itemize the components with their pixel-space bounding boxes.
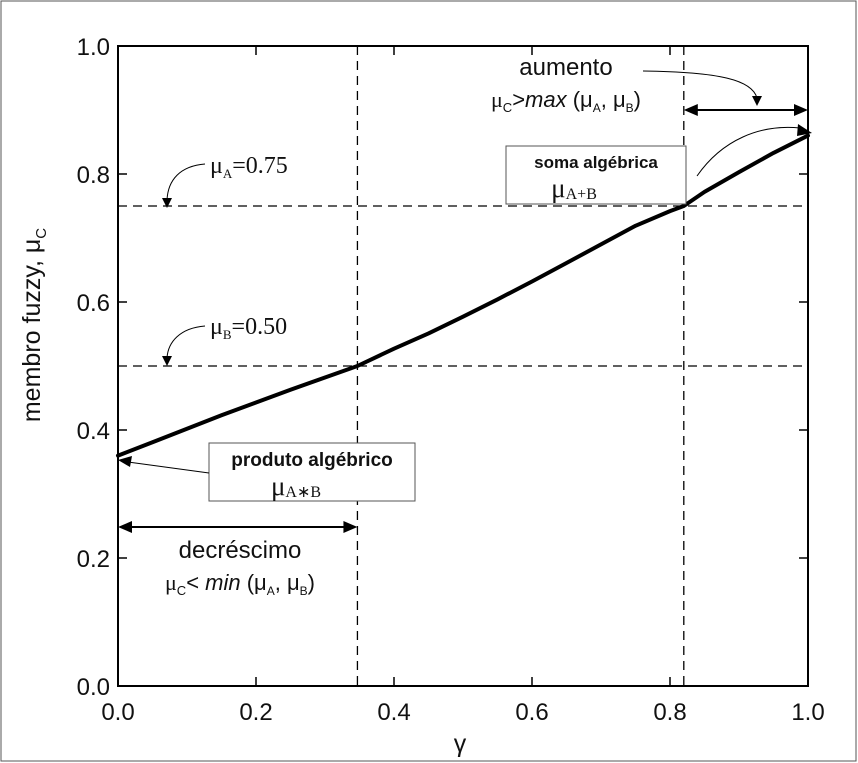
- y-axis-title-main: membro fuzzy, μ: [18, 239, 46, 422]
- annotation-soma-title: soma algébrica: [534, 153, 658, 172]
- arrowhead-aumento-icon: [752, 96, 762, 106]
- annotation-aumento-arrow: [642, 70, 758, 99]
- annotation-decrescimo-title: decréscimo: [179, 537, 302, 564]
- annotation-soma-box: [505, 145, 687, 205]
- x-tick-label: 0.2: [239, 699, 272, 726]
- x-tick-label: 0.6: [515, 699, 548, 726]
- series-line-0: [116, 133, 810, 458]
- annotation-produto-title: produto algébrico: [231, 450, 393, 471]
- y-tick-label: 1.0: [77, 34, 110, 61]
- series-layer: [116, 133, 810, 458]
- y-tick-label: 0.4: [77, 418, 110, 445]
- annotation-soma-symbol: μA+B: [551, 173, 597, 203]
- annotation-aumento-formula: μC>max (μA, μB): [491, 87, 641, 115]
- aumento-range-arrow-right-arrowhead-icon: [794, 104, 808, 116]
- y-tick-label: 0.0: [77, 674, 110, 701]
- annotation-mu-a-arrow: [166, 163, 206, 201]
- y-axis-title: membro fuzzy, μC: [18, 228, 50, 422]
- arrowhead-mu-a-icon: [162, 198, 172, 208]
- x-axis-ticks: 0.0 0.2 0.4 0.6 0.8 1.0: [101, 46, 825, 726]
- annotation-soma-arrow: [696, 126, 801, 177]
- svg-text:membro fuzzy, μC: membro fuzzy, μC: [18, 228, 50, 422]
- annotation-produto-box: [208, 442, 416, 502]
- plot-area-frame: [117, 45, 809, 687]
- y-axis-title-sub: C: [33, 228, 50, 239]
- annotation-mu-a: μA=0.75: [210, 153, 288, 181]
- decrescimo-range-arrow-left-arrowhead-icon: [118, 521, 132, 533]
- x-axis-title: γ: [454, 730, 467, 758]
- aumento-range-arrow-left-arrowhead-icon: [683, 104, 698, 116]
- x-tick-label: 0.0: [101, 699, 134, 726]
- x-tick-label: 0.8: [653, 699, 686, 726]
- annotation-decrescimo-formula: μC< min (μA, μB): [165, 570, 315, 598]
- annotation-produto-symbol: μA∗B: [271, 471, 321, 501]
- x-tick-label: 1.0: [791, 699, 824, 726]
- annotation-mu-b-arrow: [166, 325, 206, 359]
- range-arrows: [118, 104, 808, 533]
- decrescimo-range-arrow-right-arrowhead-icon: [343, 521, 358, 533]
- x-tick-label: 0.4: [377, 699, 410, 726]
- y-tick-label: 0.8: [77, 162, 110, 189]
- y-tick-label: 0.2: [77, 546, 110, 573]
- annotation-produto-arrow: [127, 461, 210, 474]
- y-axis-ticks: 0.0 0.2 0.4 0.6 0.8 1.0: [77, 34, 808, 701]
- annotation-aumento-title: aumento: [519, 54, 612, 81]
- arrowhead-produto-icon: [118, 456, 132, 467]
- y-tick-label: 0.6: [77, 290, 110, 317]
- arrowhead-mu-b-icon: [162, 356, 172, 366]
- annotation-mu-b: μB=0.50: [210, 314, 287, 342]
- arrowhead-soma-icon: [797, 124, 812, 136]
